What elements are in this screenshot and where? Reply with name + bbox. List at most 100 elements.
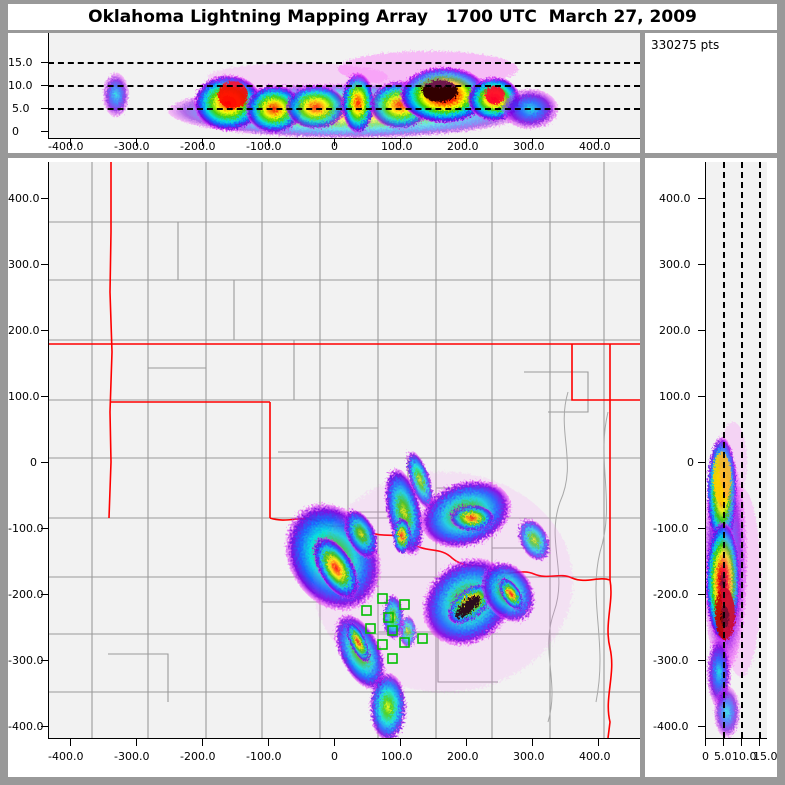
ytick-label-10: 10.0: [8, 79, 33, 92]
right-ytick--400: [698, 726, 706, 727]
ytick-label-15: 15.0: [8, 56, 33, 69]
map-ytick-label--200: -200.0: [8, 588, 44, 601]
xtick-label--100: -100.0: [246, 140, 282, 153]
altitude-vs-east-y-axis: [48, 33, 49, 139]
right-xtick-label-0: 0: [702, 750, 709, 763]
xtick-label--400: -400.0: [48, 140, 84, 153]
station-marker: [387, 653, 398, 664]
right-ytick-label--300: -300.0: [653, 654, 689, 667]
xtick-0: [334, 139, 335, 146]
gridline-15km: [48, 62, 640, 64]
right-ytick-label-100: 100.0: [659, 390, 691, 403]
right-xtick-15: [759, 739, 760, 746]
xtick-label--300: -300.0: [114, 140, 150, 153]
station-marker: [365, 623, 376, 634]
map-ytick-300: [41, 264, 49, 265]
right-ytick-100: [698, 396, 706, 397]
ytick-15: [41, 62, 49, 63]
right-ytick-label--100: -100.0: [653, 522, 689, 535]
right-ytick-label-0: 0: [687, 456, 694, 469]
lma-station-markers: [361, 593, 428, 664]
right-ytick-300: [698, 264, 706, 265]
right-xtick-0: [705, 739, 706, 746]
lightning-source-density: [285, 451, 573, 738]
right-gridline-15km: [759, 162, 761, 738]
right-gridline-5km: [723, 162, 725, 738]
right-ytick-label-200: 200.0: [659, 324, 691, 337]
right-ytick-label--400: -400.0: [653, 720, 689, 733]
map-ytick--300: [41, 660, 49, 661]
right-xtick-label-5: 5.0: [714, 750, 732, 763]
xtick-300: [532, 139, 533, 146]
right-ytick-400: [698, 198, 706, 199]
map-y-axis: [48, 162, 49, 739]
map-xtick-label--200: -200.0: [180, 750, 216, 763]
xtick-label-100: 100.0: [381, 140, 413, 153]
xtick-label-400: 400.0: [579, 140, 611, 153]
map-xtick-label--100: -100.0: [246, 750, 282, 763]
ytick-label-5: 5.0: [12, 102, 30, 115]
map-ytick-0: [41, 462, 49, 463]
north-vs-altitude-y-axis: [705, 162, 706, 739]
xtick--100: [268, 139, 269, 146]
map-xtick-label--400: -400.0: [48, 750, 84, 763]
xtick-label--200: -200.0: [180, 140, 216, 153]
right-ytick-0: [698, 462, 706, 463]
station-marker: [377, 639, 388, 650]
map-xtick-label--300: -300.0: [114, 750, 150, 763]
plan-view-map-panel: 400.0 300.0 200.0 100.0 0 -100.0 -200.0 …: [8, 158, 640, 777]
map-xtick-0: [334, 739, 335, 746]
ytick-0: [41, 131, 49, 132]
plan-view-map-svg: [48, 162, 640, 738]
altitude-vs-east-panel: 0 5.0 10.0 15.0 -400.0 -300.0 -200.0 -10…: [8, 33, 640, 153]
right-ytick--200: [698, 594, 706, 595]
station-marker: [399, 637, 410, 648]
map-xtick-300: [532, 739, 533, 746]
altitude-vs-east-density-plot: [103, 51, 558, 138]
map-xtick--400: [70, 739, 71, 746]
map-x-axis: [48, 738, 640, 739]
right-xtick-label-10: 10.0: [732, 750, 757, 763]
right-ytick-label--200: -200.0: [653, 588, 689, 601]
map-ytick--200: [41, 594, 49, 595]
map-ytick-200: [41, 330, 49, 331]
map-xtick--300: [136, 739, 137, 746]
map-ytick-label--300: -300.0: [8, 654, 44, 667]
station-marker: [361, 605, 372, 616]
map-ytick--100: [41, 528, 49, 529]
map-ytick-label--100: -100.0: [8, 522, 44, 535]
station-marker: [383, 612, 394, 623]
right-gridline-10km: [741, 162, 743, 738]
map-xtick-label-0: 0: [331, 750, 338, 763]
north-vs-altitude-plotarea: [705, 162, 767, 738]
title-bar: Oklahoma Lightning Mapping Array 1700 UT…: [8, 4, 777, 30]
xtick-400: [598, 139, 599, 146]
station-marker: [377, 593, 388, 604]
right-xtick-label-15: 15.0: [753, 750, 778, 763]
altitude-vs-east-plotarea: [48, 33, 640, 138]
map-ytick-label-400: 400.0: [8, 192, 40, 205]
xtick--200: [202, 139, 203, 146]
page-title: Oklahoma Lightning Mapping Array 1700 UT…: [88, 7, 697, 27]
map-xtick-label-400: 400.0: [579, 750, 611, 763]
xtick--300: [136, 139, 137, 146]
plan-view-map-plotarea: [48, 162, 640, 738]
xtick-label-300: 300.0: [513, 140, 545, 153]
map-ytick-400: [41, 198, 49, 199]
altitude-vs-east-x-axis: [48, 138, 640, 139]
map-xtick--100: [268, 739, 269, 746]
xtick-label-0: 0: [331, 140, 338, 153]
map-ytick-100: [41, 396, 49, 397]
right-xtick-10: [741, 739, 742, 746]
north-vs-altitude-panel: 400.0 300.0 200.0 100.0 0 -100.0 -200.0 …: [645, 158, 778, 777]
station-marker: [387, 625, 398, 636]
gridline-10km: [48, 85, 640, 87]
north-vs-altitude-density-plot: [705, 422, 761, 738]
gridline-5km: [48, 108, 640, 110]
map-ytick--400: [41, 726, 49, 727]
right-ytick-200: [698, 330, 706, 331]
map-ytick-label-200: 200.0: [8, 324, 40, 337]
right-ytick--300: [698, 660, 706, 661]
xtick-100: [400, 139, 401, 146]
